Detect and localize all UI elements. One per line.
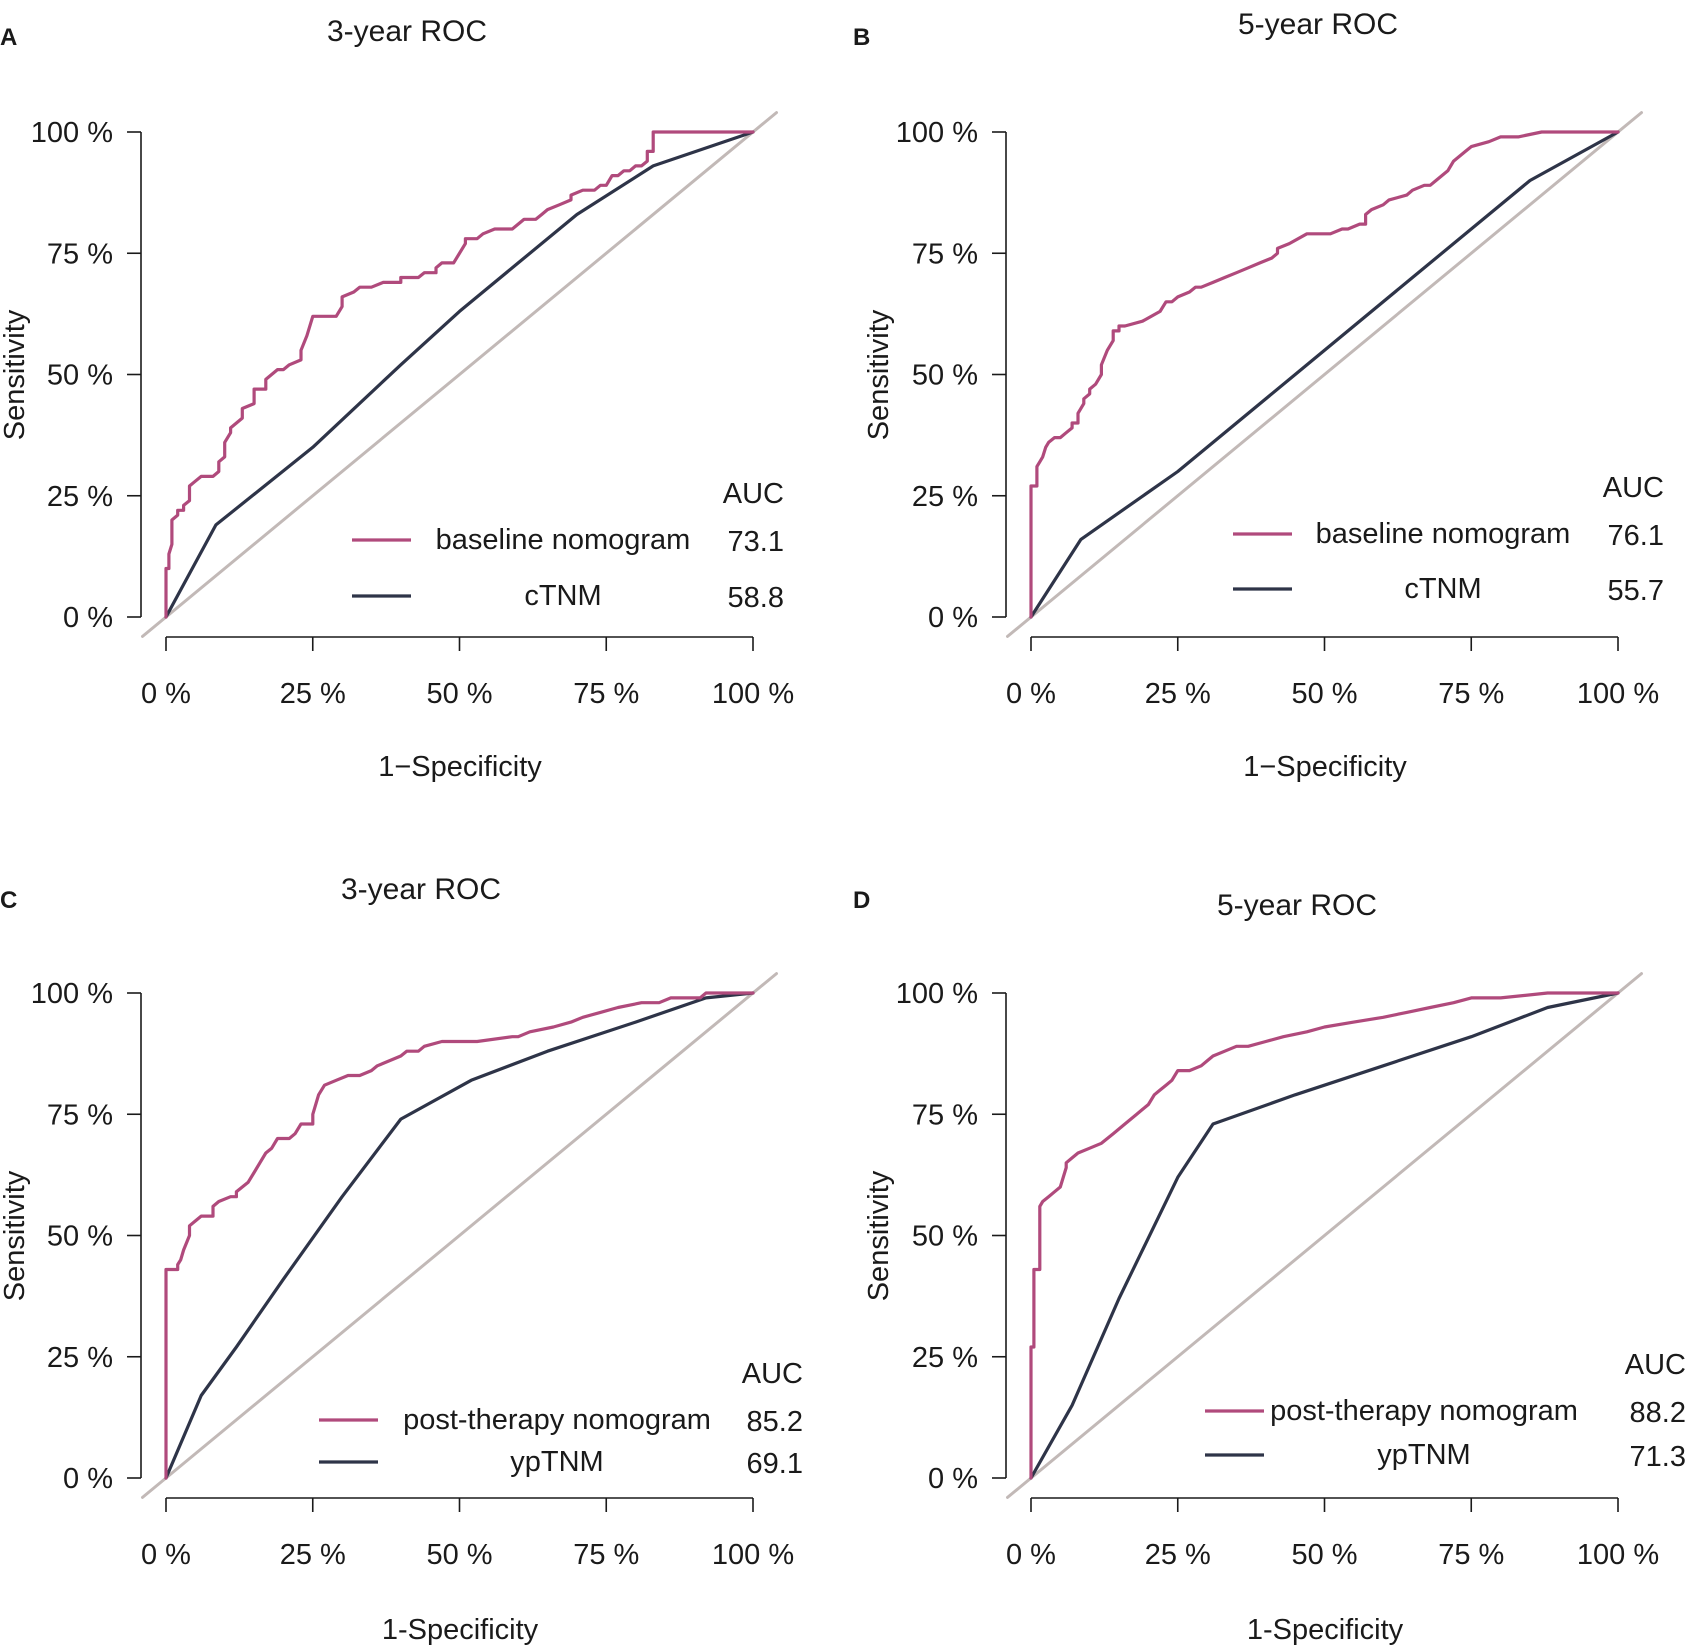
diagonal-reference-line bbox=[1006, 972, 1643, 1499]
y-tick-label: 75 % bbox=[47, 238, 113, 270]
legend-auc-value-tnm: 69.1 bbox=[747, 1448, 803, 1480]
roc-curve-nomogram bbox=[1029, 130, 1620, 619]
x-tick-label: 0 % bbox=[1006, 1539, 1056, 1571]
roc-panel-c: C 3-year ROC 0 % 25 % 50 % 75 % 100 % 0 % 25 % 50… bbox=[0, 873, 803, 1646]
y-tick-label: 100 % bbox=[896, 117, 978, 149]
legend-label-nomogram: baseline nomogram bbox=[436, 524, 691, 556]
panel-letter: D bbox=[853, 887, 870, 914]
legend-label-nomogram: baseline nomogram bbox=[1316, 518, 1571, 550]
x-tick-label: 75 % bbox=[573, 678, 639, 710]
panel-letter: B bbox=[853, 24, 870, 51]
roc-panel-a: A 3-year ROC 0 % 25 % 50 % 75 % 100 % 0 % 25 % 50… bbox=[0, 15, 794, 783]
x-axis-title: 1-Specificity bbox=[1247, 1614, 1404, 1646]
y-tick-label: 0 % bbox=[63, 1463, 113, 1495]
panel-title: 5-year ROC bbox=[1238, 8, 1398, 41]
y-tick-label: 75 % bbox=[912, 238, 978, 270]
y-tick-label: 0 % bbox=[928, 602, 978, 634]
x-axis-title: 1−Specificity bbox=[1243, 751, 1407, 783]
legend-label-tnm: ypTNM bbox=[1377, 1439, 1470, 1471]
y-axis-title: Sensitivity bbox=[863, 309, 895, 440]
y-tick-label: 75 % bbox=[912, 1099, 978, 1131]
legend-auc-value-tnm: 58.8 bbox=[728, 582, 784, 614]
y-tick-label: 50 % bbox=[912, 360, 978, 392]
x-axis-title: 1-Specificity bbox=[382, 1614, 539, 1646]
x-tick-label: 0 % bbox=[141, 678, 191, 710]
y-tick-label: 75 % bbox=[47, 1099, 113, 1131]
legend-label-nomogram: post-therapy nomogram bbox=[403, 1404, 711, 1436]
legend-auc-value-tnm: 55.7 bbox=[1608, 575, 1664, 607]
x-tick-label: 100 % bbox=[1577, 678, 1659, 710]
panel-title: 3-year ROC bbox=[341, 873, 501, 906]
x-tick-label: 0 % bbox=[141, 1539, 191, 1571]
y-axis-title: Sensitivity bbox=[0, 309, 31, 440]
roc-curve-tnm bbox=[1029, 130, 1620, 619]
roc-curve-nomogram bbox=[164, 991, 755, 1480]
legend-auc-header: AUC bbox=[1625, 1349, 1686, 1381]
legend-auc-header: AUC bbox=[742, 1358, 803, 1390]
x-tick-label: 75 % bbox=[1438, 1539, 1504, 1571]
roc-panel-b: B 5-year ROC 0 % 25 % 50 % 75 % 100 % 0 % 25 % 50… bbox=[853, 8, 1664, 783]
y-tick-label: 50 % bbox=[47, 360, 113, 392]
x-tick-label: 100 % bbox=[712, 678, 794, 710]
legend-label-tnm: ypTNM bbox=[510, 1446, 603, 1478]
diagonal-reference-line bbox=[141, 972, 778, 1499]
x-tick-label: 50 % bbox=[426, 678, 492, 710]
legend-auc-value-tnm: 71.3 bbox=[1630, 1441, 1686, 1473]
legend-auc-value-nomogram: 88.2 bbox=[1630, 1397, 1686, 1429]
y-tick-label: 25 % bbox=[912, 1342, 978, 1374]
legend-auc-header: AUC bbox=[1603, 472, 1664, 504]
roc-curve-nomogram bbox=[164, 130, 755, 619]
panel-letter: A bbox=[0, 24, 17, 51]
x-tick-label: 100 % bbox=[712, 1539, 794, 1571]
legend-auc-value-nomogram: 85.2 bbox=[747, 1406, 803, 1438]
legend-label-tnm: cTNM bbox=[524, 580, 601, 612]
x-tick-label: 50 % bbox=[426, 1539, 492, 1571]
y-tick-label: 100 % bbox=[31, 978, 113, 1010]
roc-panel-d: D 5-year ROC 0 % 25 % 50 % 75 % 100 % 0 % 25 % 50… bbox=[853, 887, 1686, 1646]
x-tick-label: 75 % bbox=[573, 1539, 639, 1571]
x-tick-label: 25 % bbox=[1145, 1539, 1211, 1571]
roc-curve-tnm bbox=[164, 991, 755, 1480]
panel-title: 5-year ROC bbox=[1217, 889, 1377, 922]
roc-curve-nomogram bbox=[1029, 991, 1620, 1480]
legend-auc-value-nomogram: 73.1 bbox=[728, 526, 784, 558]
x-tick-label: 0 % bbox=[1006, 678, 1056, 710]
roc-curve-tnm bbox=[164, 130, 755, 619]
legend-auc-header: AUC bbox=[723, 478, 784, 510]
y-tick-label: 0 % bbox=[63, 602, 113, 634]
y-tick-label: 25 % bbox=[912, 481, 978, 513]
x-tick-label: 100 % bbox=[1577, 1539, 1659, 1571]
y-tick-label: 100 % bbox=[31, 117, 113, 149]
diagonal-reference-line bbox=[1006, 111, 1643, 638]
x-tick-label: 50 % bbox=[1291, 678, 1357, 710]
x-axis-title: 1−Specificity bbox=[378, 751, 542, 783]
y-tick-label: 25 % bbox=[47, 1342, 113, 1374]
diagonal-reference-line bbox=[141, 111, 778, 638]
y-tick-label: 50 % bbox=[47, 1221, 113, 1253]
y-tick-label: 50 % bbox=[912, 1221, 978, 1253]
legend-auc-value-nomogram: 76.1 bbox=[1608, 520, 1664, 552]
legend-label-nomogram: post-therapy nomogram bbox=[1270, 1395, 1578, 1427]
y-axis-title: Sensitivity bbox=[0, 1170, 31, 1301]
roc-curve-tnm bbox=[1029, 991, 1620, 1480]
y-tick-label: 25 % bbox=[47, 481, 113, 513]
y-tick-label: 0 % bbox=[928, 1463, 978, 1495]
x-tick-label: 25 % bbox=[1145, 678, 1211, 710]
x-tick-label: 50 % bbox=[1291, 1539, 1357, 1571]
x-tick-label: 25 % bbox=[280, 678, 346, 710]
x-tick-label: 25 % bbox=[280, 1539, 346, 1571]
x-tick-label: 75 % bbox=[1438, 678, 1504, 710]
panel-letter: C bbox=[0, 887, 17, 914]
legend-label-tnm: cTNM bbox=[1404, 573, 1481, 605]
panel-title: 3-year ROC bbox=[327, 15, 487, 48]
y-axis-title: Sensitivity bbox=[863, 1170, 895, 1301]
y-tick-label: 100 % bbox=[896, 978, 978, 1010]
